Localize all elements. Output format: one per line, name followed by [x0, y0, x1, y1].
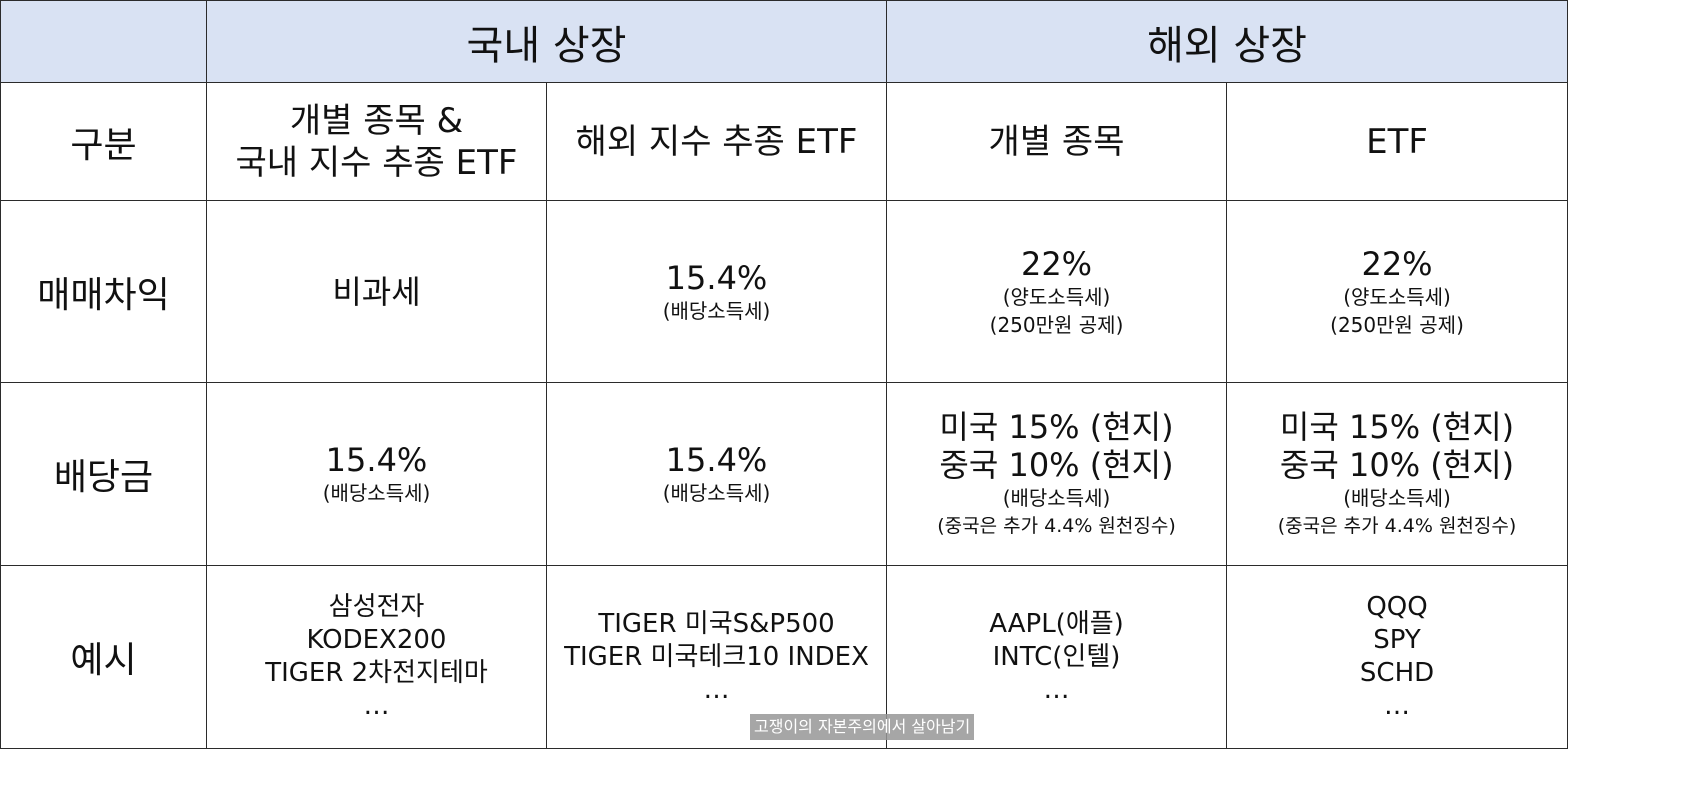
ex-domestic-stocks-3: TIGER 2차전지테마 — [265, 658, 488, 688]
div-overseas-stocks-us: 미국 15% (현지) — [939, 408, 1174, 446]
ex-overseas-etf: QQQ SPY SCHD … — [1226, 565, 1569, 749]
div-domestic-stocks: 15.4% (배당소득세) — [206, 382, 547, 566]
group-domestic: 국내 상장 — [205, 0, 888, 83]
gain-overseas-etf-rate: 22% — [1361, 244, 1433, 283]
subheader-domestic-stocks: 개별 종목 & 국내 지수 추종 ETF — [206, 82, 547, 201]
gain-domestic-foreign-etf-rate: 15.4% — [665, 258, 768, 297]
label-examples: 예시 — [0, 565, 207, 749]
gain-domestic-foreign-etf-note: (배당소득세) — [662, 298, 771, 323]
div-domestic-stocks-note: (배당소득세) — [322, 481, 431, 505]
div-overseas-stocks-cn: 중국 10% (현지) — [939, 446, 1174, 484]
ex-overseas-stocks-1: AAPL(애플) — [989, 608, 1124, 639]
gain-overseas-stocks-rate: 22% — [1020, 244, 1093, 283]
div-domestic-foreign-etf-note: (배당소득세) — [662, 481, 771, 505]
gain-domestic-stocks: 비과세 — [206, 200, 547, 383]
div-overseas-etf-note2: (중국은 추가 4.4% 원천징수) — [1277, 515, 1517, 537]
label-dividends: 배당금 — [0, 382, 207, 566]
ex-domestic-stocks-2: KODEX200 — [306, 625, 447, 655]
subheader-domestic-stocks-line1: 개별 종목 & — [289, 100, 464, 141]
gain-overseas-etf-note2: (250만원 공제) — [1330, 312, 1464, 337]
ex-domestic-foreign-etf-1: TIGER 미국S&P500 — [598, 608, 835, 639]
label-category: 구분 — [0, 82, 207, 201]
subheader-domestic-stocks-line2: 국내 지수 추종 ETF — [235, 142, 518, 183]
tax-comparison-table: 국내 상장 해외 상장 구분 개별 종목 & 국내 지수 추종 ETF 해외 지… — [0, 0, 1569, 749]
gain-overseas-etf: 22% (양도소득세) (250만원 공제) — [1226, 200, 1569, 383]
gain-overseas-stocks: 22% (양도소득세) (250만원 공제) — [886, 200, 1228, 383]
subheader-overseas-stocks: 개별 종목 — [886, 82, 1228, 201]
div-overseas-etf-us: 미국 15% (현지) — [1279, 408, 1515, 446]
div-overseas-stocks-note1: (배당소득세) — [1002, 486, 1111, 510]
div-domestic-stocks-rate: 15.4% — [325, 441, 428, 479]
subheader-overseas-etf: ETF — [1226, 82, 1569, 201]
gain-overseas-stocks-note2: (250만원 공제) — [989, 312, 1124, 337]
gain-overseas-etf-note1: (양도소득세) — [1343, 284, 1451, 309]
watermark-caption: 고쟁이의 자본주의에서 살아남기 — [750, 714, 975, 740]
group-header-row: 국내 상장 해외 상장 — [0, 0, 1569, 83]
subheader-domestic-foreign-etf: 해외 지수 추종 ETF — [545, 82, 888, 201]
ex-overseas-stocks-3: … — [1043, 674, 1070, 705]
subheader-row: 구분 개별 종목 & 국내 지수 추종 ETF 해외 지수 추종 ETF 개별 … — [0, 82, 1569, 201]
div-overseas-etf: 미국 15% (현지) 중국 10% (현지) (배당소득세) (중국은 추가 … — [1226, 382, 1569, 566]
ex-domestic-stocks: 삼성전자 KODEX200 TIGER 2차전지테마 … — [206, 565, 547, 749]
div-domestic-foreign-etf: 15.4% (배당소득세) — [545, 382, 888, 566]
ex-overseas-stocks-2: INTC(인텔) — [992, 641, 1121, 672]
group-overseas: 해외 상장 — [886, 0, 1569, 83]
corner-cell — [0, 0, 207, 83]
capital-gains-row: 매매차익 비과세 15.4% (배당소득세) 22% (양도소득세) (250만… — [0, 200, 1569, 383]
ex-overseas-etf-1: QQQ — [1366, 592, 1428, 622]
div-overseas-etf-note1: (배당소득세) — [1343, 486, 1451, 510]
gain-domestic-foreign-etf: 15.4% (배당소득세) — [545, 200, 888, 383]
ex-domestic-stocks-1: 삼성전자 — [328, 592, 425, 622]
ex-overseas-etf-4: … — [1384, 691, 1411, 721]
ex-domestic-foreign-etf: TIGER 미국S&P500 TIGER 미국테크10 INDEX … — [545, 565, 888, 749]
ex-domestic-stocks-4: … — [363, 691, 390, 721]
div-domestic-foreign-etf-rate: 15.4% — [665, 441, 768, 479]
ex-domestic-foreign-etf-2: TIGER 미국테크10 INDEX — [564, 641, 869, 672]
ex-domestic-foreign-etf-3: … — [703, 674, 730, 705]
label-capital-gains: 매매차익 — [0, 200, 207, 383]
div-overseas-stocks-note2: (중국은 추가 4.4% 원천징수) — [937, 515, 1176, 537]
div-overseas-stocks: 미국 15% (현지) 중국 10% (현지) (배당소득세) (중국은 추가 … — [886, 382, 1228, 566]
examples-row: 예시 삼성전자 KODEX200 TIGER 2차전지테마 … TIGER 미국… — [0, 565, 1569, 749]
div-overseas-etf-cn: 중국 10% (현지) — [1279, 446, 1515, 484]
dividends-row: 배당금 15.4% (배당소득세) 15.4% (배당소득세) 미국 15% (… — [0, 382, 1569, 566]
ex-overseas-etf-3: SCHD — [1359, 658, 1435, 688]
gain-domestic-stocks-rate: 비과세 — [332, 272, 421, 311]
ex-overseas-etf-2: SPY — [1373, 625, 1421, 655]
gain-overseas-stocks-note1: (양도소득세) — [1002, 284, 1111, 309]
